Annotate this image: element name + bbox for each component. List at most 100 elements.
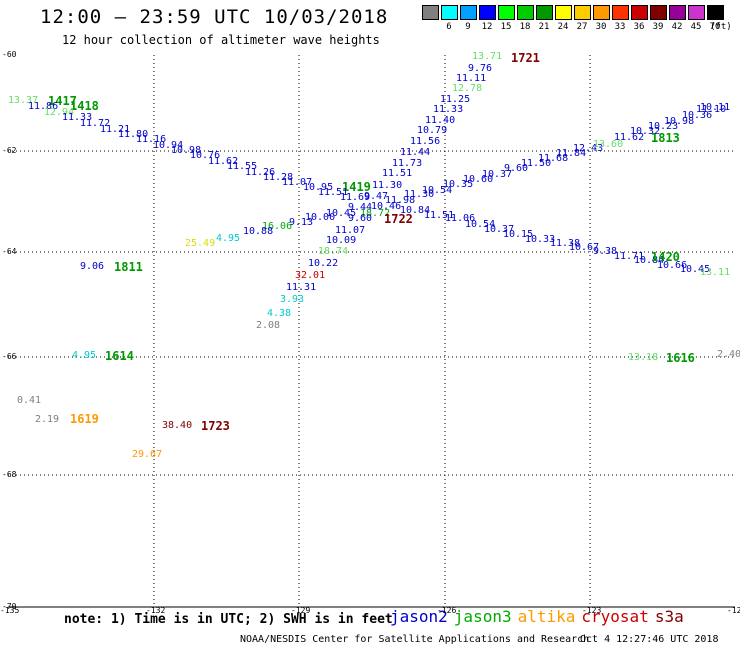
wave-height-value: 11.68 bbox=[538, 153, 569, 164]
wave-height-value: 13.37 bbox=[8, 95, 39, 106]
wave-height-value: 4.95 bbox=[216, 233, 241, 244]
wave-height-value: 10.33 bbox=[525, 234, 556, 245]
wave-height-value: 11.44 bbox=[400, 147, 431, 158]
wave-height-value: 10.46 bbox=[371, 201, 402, 212]
pass-time-label: 1419 bbox=[342, 180, 371, 194]
pass-time-label: 1417 bbox=[48, 94, 77, 108]
wave-height-value: 0.41 bbox=[17, 395, 42, 406]
wave-height-value: 12.94 bbox=[44, 107, 75, 118]
legend-swatch bbox=[498, 5, 515, 20]
legend-label: 27 bbox=[576, 22, 588, 32]
legend-swatch bbox=[422, 5, 439, 20]
footer-credit: NOAA/NESDIS Center for Satellite Applica… bbox=[240, 634, 590, 645]
wave-height-value: 11.21 bbox=[100, 124, 131, 135]
wave-height-value: 11.55 bbox=[227, 161, 258, 172]
wave-height-value: 11.84 bbox=[556, 148, 587, 159]
legend-label: 21 bbox=[538, 22, 550, 32]
wave-height-value: 10.23 bbox=[648, 121, 679, 132]
legend-label: 15 bbox=[500, 22, 512, 32]
wave-height-value: 10.15 bbox=[503, 229, 534, 240]
wave-height-value: 11.86 bbox=[28, 101, 59, 112]
wave-height-value: 11.26 bbox=[245, 167, 276, 178]
wave-height-value: 2.08 bbox=[256, 320, 281, 331]
wave-height-value: 10.95 bbox=[303, 182, 334, 193]
legend-swatch bbox=[669, 5, 686, 20]
legend-swatch bbox=[631, 5, 648, 20]
satellite-name: s3a bbox=[654, 607, 684, 626]
legend-swatch bbox=[517, 5, 534, 20]
lon-tick-label: -132 bbox=[146, 606, 166, 615]
wave-height-value: 38.40 bbox=[162, 420, 193, 431]
footer-date: Oct 4 12:27:46 UTC 2018 bbox=[580, 634, 719, 645]
lon-tick-label: -126 bbox=[437, 606, 457, 615]
wave-height-value: 10.94 bbox=[153, 140, 184, 151]
satellite-name: altika bbox=[517, 607, 576, 626]
wave-height-value: 13.71 bbox=[472, 51, 503, 62]
legend-label: 6 bbox=[446, 22, 452, 32]
lat-tick-label: -66 bbox=[2, 352, 17, 361]
legend-label: 45 bbox=[690, 22, 702, 32]
wave-height-value: 18.74 bbox=[318, 246, 349, 257]
wave-height-value: 2.40 bbox=[717, 349, 740, 360]
wave-height-value: 11.31 bbox=[286, 282, 317, 293]
note-text: note: 1) Time is in UTC; 2) SWH is in fe… bbox=[64, 612, 393, 627]
legend-swatch bbox=[441, 5, 458, 20]
legend-swatch bbox=[460, 5, 477, 20]
wave-height-value: 10.98 bbox=[664, 116, 695, 127]
legend-swatch bbox=[650, 5, 667, 20]
wave-height-value: 25.49 bbox=[185, 238, 216, 249]
legend-swatch bbox=[479, 5, 496, 20]
wave-height-value: 12.78 bbox=[452, 83, 483, 94]
lat-tick-label: -60 bbox=[2, 50, 17, 59]
legend-label: 24 bbox=[557, 22, 569, 32]
wave-height-value: 11.30 bbox=[372, 180, 403, 191]
wave-height-value: 11.30 bbox=[404, 189, 435, 200]
wave-height-value: 12.43 bbox=[573, 143, 604, 154]
legend-label: 36 bbox=[633, 22, 645, 32]
wave-height-value: 10.60 bbox=[463, 174, 494, 185]
wave-height-value: 10.79 bbox=[417, 125, 448, 136]
legend-swatch bbox=[688, 5, 705, 20]
wave-height-value: 2.19 bbox=[35, 414, 60, 425]
page-title: 12:00 – 23:59 UTC 10/03/2018 bbox=[40, 6, 389, 28]
wave-height-value: 9.44 bbox=[348, 202, 373, 213]
lon-tick-label: -12 bbox=[727, 606, 740, 615]
wave-height-value: 11.38 bbox=[550, 238, 581, 249]
wave-height-value: 9.60 bbox=[504, 163, 529, 174]
wave-height-value: 10.84 bbox=[400, 205, 431, 216]
satellite-name: cryosat bbox=[581, 607, 649, 626]
wave-height-value: 11.80 bbox=[118, 129, 149, 140]
pass-time-label: 1619 bbox=[70, 412, 99, 426]
pass-time-label: 1616 bbox=[666, 351, 695, 365]
wave-height-value: 13.60 bbox=[593, 139, 624, 150]
wave-height-value: 29.67 bbox=[132, 449, 163, 460]
wave-height-value: 10.84 bbox=[634, 255, 665, 266]
wave-height-value: 11.73 bbox=[392, 158, 423, 169]
page-subtitle: 12 hour collection of altimeter wave hei… bbox=[62, 33, 380, 47]
lon-tick-label: -135 bbox=[0, 606, 20, 615]
lat-tick-label: -62 bbox=[2, 146, 17, 155]
pass-time-label: 1721 bbox=[511, 51, 540, 65]
wave-height-value: 10.45 bbox=[680, 264, 711, 275]
legend-label: 70 bbox=[709, 22, 721, 32]
wave-height-value: 11.16 bbox=[136, 134, 167, 145]
pass-time-label: 1811 bbox=[114, 260, 143, 274]
legend-label: 9 bbox=[465, 22, 471, 32]
wave-height-value: 11.40 bbox=[425, 115, 456, 126]
wave-height-value: 10.37 bbox=[482, 169, 513, 180]
wave-height-value: 16.06 bbox=[262, 221, 293, 232]
wave-height-value: 10.22 bbox=[308, 258, 339, 269]
legend-swatch bbox=[593, 5, 610, 20]
wave-height-value: 10.54 bbox=[422, 185, 453, 196]
wave-height-value: 9.76 bbox=[468, 63, 493, 74]
wave-height-value: 11.25 bbox=[440, 94, 471, 105]
wave-height-value: 10.36 bbox=[682, 110, 713, 121]
wave-height-value: 9.38 bbox=[593, 246, 618, 257]
wave-height-value: 9.47 bbox=[364, 191, 389, 202]
wave-height-value: 11.98 bbox=[385, 195, 416, 206]
wave-height-value: 10.11 bbox=[700, 102, 731, 113]
legend-swatch bbox=[536, 5, 553, 20]
wave-height-value: 11.07 bbox=[335, 225, 366, 236]
wave-height-value: 10.09 bbox=[326, 235, 357, 246]
